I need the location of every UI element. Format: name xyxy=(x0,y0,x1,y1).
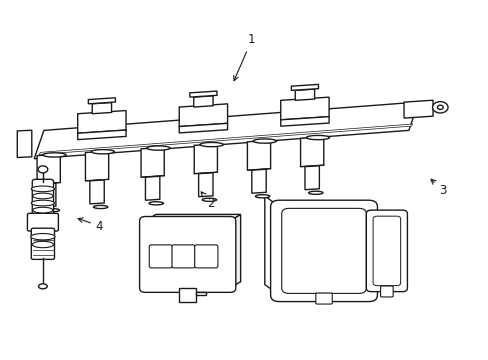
Polygon shape xyxy=(179,288,196,302)
Ellipse shape xyxy=(202,198,216,201)
Ellipse shape xyxy=(308,191,322,194)
Polygon shape xyxy=(37,154,60,184)
Ellipse shape xyxy=(436,105,442,109)
FancyBboxPatch shape xyxy=(270,200,377,302)
FancyBboxPatch shape xyxy=(32,179,53,218)
Ellipse shape xyxy=(31,234,55,240)
Polygon shape xyxy=(92,103,111,114)
Polygon shape xyxy=(229,215,240,288)
Polygon shape xyxy=(251,169,265,193)
Ellipse shape xyxy=(200,143,223,147)
Ellipse shape xyxy=(255,195,269,198)
Text: 2: 2 xyxy=(201,192,214,210)
Polygon shape xyxy=(247,140,270,170)
FancyBboxPatch shape xyxy=(366,210,407,292)
Ellipse shape xyxy=(31,186,54,192)
Polygon shape xyxy=(189,91,217,97)
Polygon shape xyxy=(193,96,213,107)
Polygon shape xyxy=(280,117,328,126)
FancyBboxPatch shape xyxy=(194,245,218,268)
Polygon shape xyxy=(17,130,32,158)
Text: 4: 4 xyxy=(78,218,103,233)
Text: 3: 3 xyxy=(430,179,446,197)
Polygon shape xyxy=(300,137,323,167)
Ellipse shape xyxy=(146,146,170,150)
Ellipse shape xyxy=(43,153,66,157)
Ellipse shape xyxy=(253,139,276,143)
Polygon shape xyxy=(264,196,279,295)
FancyBboxPatch shape xyxy=(149,245,172,268)
Polygon shape xyxy=(403,100,432,118)
Ellipse shape xyxy=(32,241,53,248)
FancyBboxPatch shape xyxy=(27,213,58,231)
Ellipse shape xyxy=(91,150,114,154)
Polygon shape xyxy=(198,173,213,197)
Polygon shape xyxy=(78,130,126,140)
FancyBboxPatch shape xyxy=(31,228,54,260)
Polygon shape xyxy=(141,147,164,177)
Ellipse shape xyxy=(432,102,447,113)
FancyBboxPatch shape xyxy=(139,216,235,292)
Polygon shape xyxy=(90,180,104,204)
Polygon shape xyxy=(145,215,240,221)
Polygon shape xyxy=(291,84,318,90)
FancyBboxPatch shape xyxy=(315,293,331,304)
FancyBboxPatch shape xyxy=(372,216,400,285)
Circle shape xyxy=(38,166,48,173)
Polygon shape xyxy=(78,111,126,133)
Ellipse shape xyxy=(33,193,53,199)
Ellipse shape xyxy=(31,200,54,206)
Polygon shape xyxy=(179,123,227,133)
Polygon shape xyxy=(305,166,319,190)
Ellipse shape xyxy=(306,135,329,140)
Polygon shape xyxy=(145,176,160,200)
FancyBboxPatch shape xyxy=(281,208,366,293)
FancyBboxPatch shape xyxy=(380,286,392,297)
Polygon shape xyxy=(39,124,412,154)
Polygon shape xyxy=(85,151,108,181)
Polygon shape xyxy=(194,144,217,174)
Text: 1: 1 xyxy=(233,33,255,81)
Ellipse shape xyxy=(93,206,108,208)
Ellipse shape xyxy=(45,208,60,212)
Polygon shape xyxy=(295,89,314,100)
Polygon shape xyxy=(280,97,328,120)
Polygon shape xyxy=(88,98,115,104)
Polygon shape xyxy=(196,292,205,295)
Polygon shape xyxy=(34,102,418,159)
Ellipse shape xyxy=(149,202,163,205)
Polygon shape xyxy=(179,104,227,126)
FancyBboxPatch shape xyxy=(172,245,195,268)
Ellipse shape xyxy=(33,207,53,213)
Polygon shape xyxy=(41,183,56,207)
Ellipse shape xyxy=(39,284,47,289)
